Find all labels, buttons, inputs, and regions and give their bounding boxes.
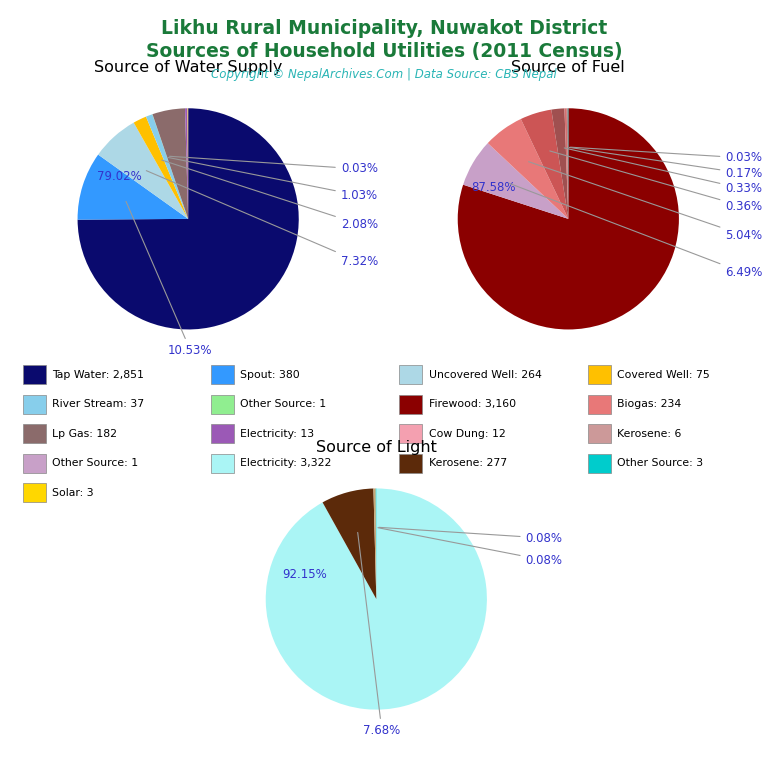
- Wedge shape: [373, 488, 376, 599]
- Wedge shape: [564, 108, 568, 219]
- Text: 0.17%: 0.17%: [569, 147, 763, 180]
- FancyBboxPatch shape: [588, 366, 611, 384]
- Text: 7.68%: 7.68%: [358, 532, 400, 737]
- Text: 0.08%: 0.08%: [379, 528, 563, 545]
- FancyBboxPatch shape: [211, 425, 234, 443]
- Text: 6.49%: 6.49%: [509, 184, 763, 280]
- FancyBboxPatch shape: [399, 366, 422, 384]
- Wedge shape: [98, 123, 188, 219]
- Text: 1.03%: 1.03%: [167, 157, 378, 202]
- Wedge shape: [185, 108, 188, 219]
- FancyBboxPatch shape: [399, 425, 422, 443]
- FancyBboxPatch shape: [23, 366, 46, 384]
- Text: Firewood: 3,160: Firewood: 3,160: [429, 399, 515, 409]
- Wedge shape: [146, 114, 188, 219]
- FancyBboxPatch shape: [23, 484, 46, 502]
- Title: Source of Water Supply: Source of Water Supply: [94, 61, 283, 75]
- FancyBboxPatch shape: [211, 366, 234, 384]
- Text: Tap Water: 2,851: Tap Water: 2,851: [52, 369, 144, 379]
- Text: Other Source: 3: Other Source: 3: [617, 458, 703, 468]
- Wedge shape: [551, 108, 568, 219]
- FancyBboxPatch shape: [23, 425, 46, 443]
- FancyBboxPatch shape: [399, 395, 422, 413]
- Wedge shape: [266, 488, 487, 710]
- Text: 10.53%: 10.53%: [126, 201, 213, 357]
- Text: 0.36%: 0.36%: [550, 151, 763, 213]
- Wedge shape: [463, 143, 568, 219]
- Text: 87.58%: 87.58%: [471, 181, 515, 194]
- Text: Kerosene: 277: Kerosene: 277: [429, 458, 507, 468]
- Text: River Stream: 37: River Stream: 37: [52, 399, 144, 409]
- Wedge shape: [567, 108, 568, 219]
- Title: Source of Fuel: Source of Fuel: [511, 61, 625, 75]
- Wedge shape: [134, 117, 188, 219]
- Title: Source of Light: Source of Light: [316, 441, 437, 455]
- Text: Lp Gas: 182: Lp Gas: 182: [52, 429, 118, 439]
- Wedge shape: [78, 154, 188, 220]
- FancyBboxPatch shape: [588, 454, 611, 473]
- Text: 7.32%: 7.32%: [147, 170, 378, 268]
- Wedge shape: [323, 488, 376, 599]
- Text: Cow Dung: 12: Cow Dung: 12: [429, 429, 505, 439]
- Text: 79.02%: 79.02%: [98, 170, 142, 184]
- Text: Covered Well: 75: Covered Well: 75: [617, 369, 710, 379]
- Wedge shape: [521, 110, 568, 219]
- Text: Electricity: 13: Electricity: 13: [240, 429, 315, 439]
- FancyBboxPatch shape: [399, 454, 422, 473]
- FancyBboxPatch shape: [23, 454, 46, 473]
- Text: Biogas: 234: Biogas: 234: [617, 399, 681, 409]
- Text: 0.08%: 0.08%: [378, 528, 563, 567]
- FancyBboxPatch shape: [211, 454, 234, 473]
- Text: Uncovered Well: 264: Uncovered Well: 264: [429, 369, 541, 379]
- Wedge shape: [458, 108, 679, 329]
- FancyBboxPatch shape: [211, 395, 234, 413]
- Text: 5.04%: 5.04%: [528, 162, 763, 242]
- FancyBboxPatch shape: [588, 395, 611, 413]
- Wedge shape: [152, 114, 188, 219]
- Text: Spout: 380: Spout: 380: [240, 369, 300, 379]
- Text: Copyright © NepalArchives.Com | Data Source: CBS Nepal: Copyright © NepalArchives.Com | Data Sou…: [211, 68, 557, 81]
- Wedge shape: [153, 108, 188, 219]
- Text: 2.08%: 2.08%: [162, 160, 378, 230]
- Text: Other Source: 1: Other Source: 1: [52, 458, 138, 468]
- Text: Electricity: 3,322: Electricity: 3,322: [240, 458, 332, 468]
- FancyBboxPatch shape: [23, 395, 46, 413]
- Text: Likhu Rural Municipality, Nuwakot District: Likhu Rural Municipality, Nuwakot Distri…: [161, 19, 607, 38]
- Text: 0.03%: 0.03%: [170, 156, 378, 175]
- Text: Sources of Household Utilities (2011 Census): Sources of Household Utilities (2011 Cen…: [146, 42, 622, 61]
- Text: Solar: 3: Solar: 3: [52, 488, 94, 498]
- Wedge shape: [78, 108, 299, 329]
- FancyBboxPatch shape: [588, 425, 611, 443]
- Text: Other Source: 1: Other Source: 1: [240, 399, 326, 409]
- Text: 0.33%: 0.33%: [564, 148, 763, 195]
- Text: Kerosene: 6: Kerosene: 6: [617, 429, 681, 439]
- Text: 0.03%: 0.03%: [571, 147, 763, 164]
- Wedge shape: [488, 119, 568, 219]
- Text: 92.15%: 92.15%: [282, 568, 327, 581]
